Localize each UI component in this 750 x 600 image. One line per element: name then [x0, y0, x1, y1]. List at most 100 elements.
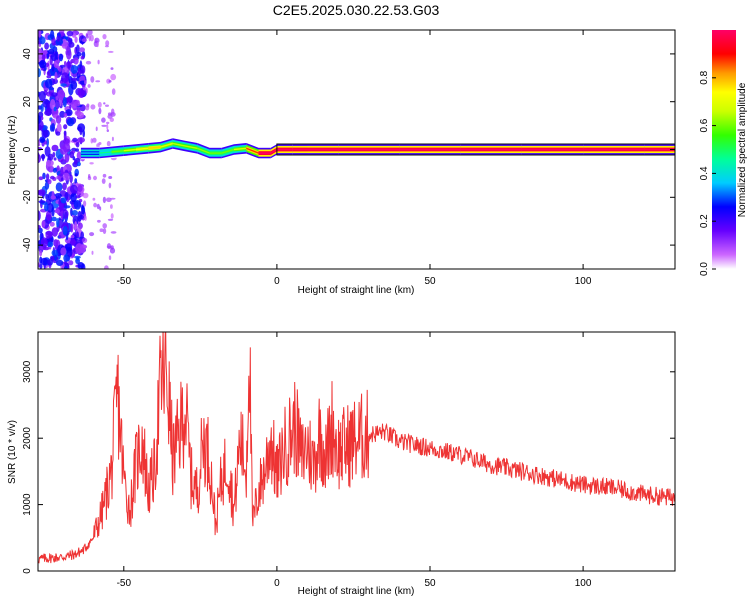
noise-blob: [46, 159, 54, 167]
trace-center: [270, 148, 277, 154]
colorbar-tick-label: 0.8: [699, 70, 710, 84]
noise-blob: [60, 209, 64, 220]
noise-blob: [76, 44, 80, 54]
trace-center: [234, 147, 247, 151]
noise-blob: [73, 100, 81, 107]
noise-blob: [75, 141, 80, 148]
bottom-x-axis-label: Height of straight line (km): [298, 586, 415, 597]
y-tick-label: 3000: [22, 360, 33, 383]
noise-blob: [50, 99, 56, 110]
noise-blob: [108, 182, 112, 189]
spectrogram-panel: -50 0 50 100 -40 -20 0 20 40 Height of straight…: [7, 29, 676, 296]
noise-blob: [38, 68, 41, 78]
noise-blob: [89, 232, 95, 237]
noise-blob: [76, 231, 79, 239]
noise-blob: [54, 100, 60, 110]
noise-blob: [110, 204, 113, 209]
noise-blob: [66, 30, 74, 37]
noise-blob: [73, 57, 79, 65]
noise-blob: [77, 222, 83, 230]
noise-blob: [45, 230, 53, 240]
bottom-y-ticks: 0 1000 2000 3000: [22, 360, 675, 574]
noise-blob: [74, 178, 78, 184]
noise-blob: [76, 256, 80, 261]
noise-blob: [48, 48, 55, 55]
noise-blob: [51, 227, 58, 237]
noise-blob: [87, 30, 93, 36]
noise-blob: [63, 61, 67, 66]
noise-blob: [81, 38, 88, 43]
noise-blob: [60, 247, 67, 256]
noise-blob: [92, 137, 97, 143]
noise-blob: [50, 175, 55, 180]
noise-blob: [51, 37, 56, 46]
noise-blob: [111, 108, 115, 115]
noise-blob: [44, 110, 53, 116]
noise-blob: [51, 249, 59, 257]
noise-blob: [60, 177, 64, 182]
y-tick-label: 1000: [22, 493, 33, 516]
noise-blob: [108, 80, 112, 83]
noise-blob: [38, 115, 41, 125]
noise-blob: [41, 220, 46, 228]
noise-blob: [106, 140, 111, 147]
noise-blob: [55, 131, 61, 136]
noise-blob: [42, 172, 46, 180]
noise-blob: [97, 59, 100, 65]
colorbar-label: Normalized spectral amplitude: [737, 82, 748, 217]
noise-blob: [108, 176, 113, 179]
chart-title: C2E5.2025.030.22.53.G03: [273, 2, 440, 18]
noise-blob: [93, 202, 97, 208]
noise-blob: [68, 76, 73, 84]
noise-blob: [107, 218, 114, 221]
trace-center: [644, 148, 675, 151]
trace-center: [197, 147, 210, 154]
noise-blob: [47, 259, 53, 266]
noise-blob: [70, 223, 74, 233]
noise-blob: [55, 208, 60, 213]
noise-blob: [109, 117, 115, 123]
trace-center: [160, 142, 173, 148]
noise-blob: [108, 255, 112, 260]
noise-blob: [68, 41, 75, 48]
noise-blob: [38, 91, 46, 102]
noise-blob: [77, 210, 82, 222]
noise-blob: [72, 137, 78, 143]
noise-blob: [77, 111, 84, 119]
noise-blob: [45, 193, 49, 200]
y-tick-label: 40: [22, 48, 33, 60]
noise-blob: [110, 197, 116, 200]
noise-blob: [73, 200, 82, 210]
noise-blob: [51, 92, 58, 97]
noise-blob: [107, 50, 114, 53]
noise-blob: [40, 237, 48, 248]
noise-blob: [47, 179, 52, 185]
noise-blob: [101, 178, 106, 184]
noise-blob: [56, 259, 64, 266]
noise-blob: [60, 83, 67, 87]
noise-blob: [106, 123, 109, 130]
x-tick-label: 100: [575, 578, 592, 589]
noise-blob: [57, 89, 65, 101]
noise-blob: [69, 104, 72, 109]
noise-blob: [38, 153, 41, 164]
y-tick-label: -40: [22, 237, 33, 252]
noise-blob: [79, 47, 85, 53]
noise-blob: [63, 124, 68, 130]
noise-blob: [50, 53, 58, 62]
colorbar-tick-label: 0.0: [699, 262, 710, 276]
noise-blob: [62, 142, 71, 153]
noise-blob: [38, 189, 46, 196]
noise-blob: [101, 117, 106, 123]
x-tick-label: 50: [424, 276, 436, 287]
trace-center: [307, 148, 339, 151]
trace-center: [399, 148, 461, 151]
noise-blob: [79, 127, 83, 136]
noise-blob: [41, 153, 45, 162]
noise-blob: [110, 73, 117, 81]
trace-center: [276, 148, 293, 151]
trace-center: [292, 148, 308, 151]
noise-blob: [38, 200, 46, 204]
noise-blob: [47, 241, 54, 248]
